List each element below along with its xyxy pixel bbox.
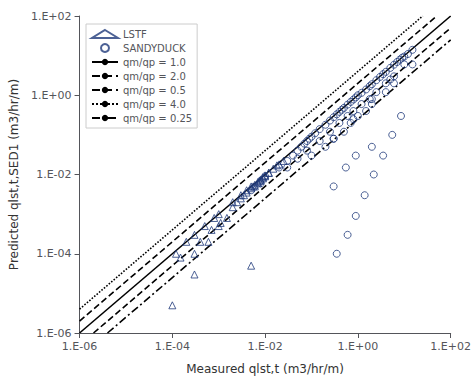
svg-text:qm/qp = 1.0: qm/qp = 1.0: [123, 57, 186, 68]
svg-text:1.E-02: 1.E-02: [36, 168, 71, 181]
svg-text:1.E-04: 1.E-04: [155, 340, 190, 353]
svg-text:qm/qp = 4.0: qm/qp = 4.0: [123, 99, 186, 110]
svg-text:1.E+00: 1.E+00: [338, 340, 379, 353]
svg-text:1.E-06: 1.E-06: [62, 340, 97, 353]
svg-text:Measured qlst,t (m3/hr/m): Measured qlst,t (m3/hr/m): [186, 362, 344, 376]
svg-text:qm/qp = 0.25: qm/qp = 0.25: [123, 113, 192, 124]
svg-text:1.E+02: 1.E+02: [31, 10, 72, 23]
svg-text:qm/qp = 2.0: qm/qp = 2.0: [123, 71, 186, 82]
svg-text:qm/qp = 0.5: qm/qp = 0.5: [123, 85, 186, 96]
svg-text:LSTF: LSTF: [123, 29, 147, 40]
svg-text:1.E+00: 1.E+00: [31, 89, 72, 102]
svg-text:SANDYDUCK: SANDYDUCK: [123, 43, 186, 54]
svg-text:Predicted qlst,t,SED1 (m3/hr/m: Predicted qlst,t,SED1 (m3/hr/m): [7, 79, 21, 270]
svg-text:1.E-02: 1.E-02: [247, 340, 282, 353]
svg-text:1.E-04: 1.E-04: [36, 247, 71, 260]
svg-text:1.E+02: 1.E+02: [430, 340, 471, 353]
svg-text:1.E-06: 1.E-06: [36, 327, 71, 340]
